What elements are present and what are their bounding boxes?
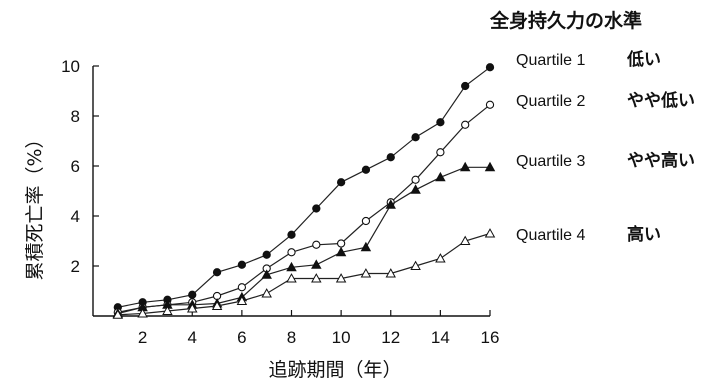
series-4	[112, 228, 496, 319]
legend-level-label: 低い	[626, 49, 661, 70]
legend-level-label: やや低い	[627, 90, 695, 111]
y-tick-label: 6	[71, 157, 80, 176]
data-point	[485, 63, 495, 72]
data-point	[385, 199, 396, 209]
data-point	[436, 148, 445, 157]
x-axis-title: 追跡期間（年）	[268, 359, 401, 381]
data-point	[435, 171, 446, 182]
data-point	[436, 118, 445, 127]
x-tick-label: 12	[381, 328, 400, 347]
data-point	[286, 261, 297, 272]
data-point	[360, 268, 372, 278]
data-point	[484, 228, 496, 238]
y-tick-label: 8	[71, 107, 80, 126]
data-point	[361, 216, 371, 226]
legend-quartile-label: Quartile 2	[516, 93, 585, 110]
legend-quartile-label: Quartile 3	[516, 153, 585, 170]
data-point	[237, 260, 247, 269]
x-tick-label: 14	[431, 328, 450, 347]
x-tick-label: 16	[481, 328, 500, 347]
data-point	[459, 161, 471, 172]
y-tick-label: 10	[61, 57, 80, 76]
data-point	[484, 161, 496, 172]
data-point	[410, 260, 421, 270]
data-point	[360, 241, 372, 252]
series-line	[117, 66, 491, 308]
data-point	[261, 288, 272, 298]
data-point	[211, 300, 223, 310]
data-point	[137, 308, 148, 318]
data-point	[188, 290, 197, 299]
data-point	[335, 273, 347, 283]
data-point	[312, 204, 321, 213]
data-point	[336, 239, 346, 248]
chart-axes: 2 4 6 8 10 2 4 6 8 10 12 14 16	[61, 57, 499, 347]
series-line	[117, 232, 491, 316]
data-point	[485, 100, 495, 109]
data-point	[186, 303, 198, 313]
x-tick-label: 6	[237, 328, 246, 347]
data-point	[385, 268, 396, 278]
series-line	[117, 104, 491, 313]
legend: Quartile 1 低い Quartile 2 やや低い Quartile 3 やや高い…	[516, 49, 695, 245]
series-line	[117, 166, 490, 315]
x-tick-label: 4	[188, 328, 197, 347]
data-point	[312, 240, 321, 249]
data-point	[112, 309, 124, 319]
data-point	[386, 153, 395, 162]
legend-quartile-label: Quartile 4	[516, 227, 585, 244]
data-point	[335, 246, 347, 257]
data-point	[287, 248, 296, 257]
data-point	[411, 133, 420, 142]
data-point	[287, 230, 296, 239]
chart-series-group	[112, 63, 496, 319]
data-point	[410, 184, 421, 194]
data-point	[262, 250, 271, 259]
data-point	[461, 120, 470, 129]
data-point	[361, 165, 371, 174]
data-point	[435, 253, 446, 263]
x-tick-label: 10	[332, 328, 351, 347]
x-tick-label: 2	[138, 328, 147, 347]
data-point	[261, 269, 272, 279]
data-point	[459, 235, 471, 245]
series-2	[113, 100, 495, 317]
y-tick-label: 4	[71, 207, 80, 226]
legend-quartile-label: Quartile 1	[516, 52, 585, 69]
x-tick-label: 8	[287, 328, 296, 347]
data-point	[336, 178, 346, 187]
data-point	[411, 175, 420, 184]
y-tick-label: 2	[71, 257, 80, 276]
data-point	[162, 305, 173, 315]
data-point	[237, 283, 247, 292]
data-point	[212, 268, 222, 277]
data-point	[311, 259, 322, 269]
data-point	[461, 81, 470, 91]
legend-title: 全身持久力の水準	[489, 9, 642, 32]
data-point	[311, 273, 322, 283]
legend-level-label: やや高い	[627, 150, 695, 171]
legend-level-label: 高い	[627, 224, 661, 245]
y-axis-title: 累積死亡率（%）	[24, 129, 46, 280]
data-point	[236, 295, 248, 305]
series-1	[113, 63, 495, 312]
series-3	[112, 161, 496, 318]
data-point	[286, 273, 297, 283]
